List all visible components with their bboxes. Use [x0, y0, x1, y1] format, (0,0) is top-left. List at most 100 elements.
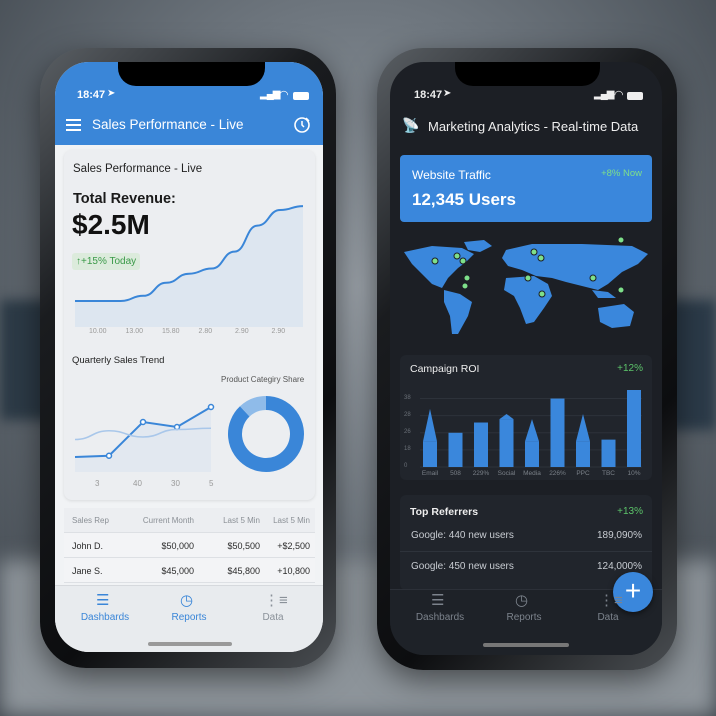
- change-badge: ↑+15% Today: [72, 253, 141, 270]
- roi-bar: [627, 390, 641, 467]
- column-header: Current Month: [142, 516, 194, 525]
- roi-y-tick: 26: [404, 428, 411, 435]
- status-time: 18:47: [414, 89, 443, 101]
- notch: [118, 62, 265, 86]
- table-row[interactable]: John D. $50,000 $50,500 +$2,500: [64, 533, 315, 558]
- roi-x-tick: 508: [450, 470, 461, 477]
- signal-icon: ▂▄▆: [594, 89, 614, 100]
- roi-x-tick: Email: [421, 470, 439, 477]
- plus-icon[interactable]: +: [613, 572, 653, 612]
- quarterly-x-tick: 5: [209, 479, 214, 488]
- hamburger-icon[interactable]: [66, 119, 82, 131]
- revenue-area: [75, 206, 303, 327]
- donut-slice: [228, 396, 304, 472]
- sales-table: Sales Rep Current Month Last 5 Min Last 5 M…: [64, 508, 315, 583]
- revenue-x-tick: 2.90: [235, 328, 249, 335]
- roi-bar: [525, 441, 539, 467]
- roi-y-tick: 0: [404, 463, 408, 469]
- roi-bar: [448, 432, 463, 467]
- roi-y-tick: 28: [404, 411, 411, 418]
- donut-title: Product Categiry Share: [221, 375, 305, 384]
- tab-label: Data: [262, 612, 284, 623]
- tab-label: Dashbards: [415, 612, 465, 623]
- map-africa: [504, 276, 552, 324]
- roi-x-tick: 226%: [549, 470, 566, 477]
- referrer-value: 124,000%: [596, 561, 642, 572]
- roi-bar: [499, 419, 514, 467]
- table-cell: $50,000: [161, 541, 194, 551]
- quarterly-x-tick: 30: [171, 479, 180, 488]
- donut-chart: [228, 396, 304, 472]
- roi-title: Campaign ROI: [410, 363, 480, 375]
- table-cell: $50,500: [227, 541, 260, 551]
- roi-bar-spike: [576, 413, 590, 442]
- referrers-change: +13%: [617, 506, 643, 517]
- roi-x-tick: 10%: [627, 470, 641, 477]
- table-row[interactable]: Jane S. $45,000 $45,800 +10,800: [64, 558, 315, 583]
- revenue-x-tick: 15.80: [162, 328, 180, 335]
- roi-bar: [576, 441, 590, 467]
- roi-bar-chart: [420, 390, 642, 468]
- referrer-label: Google: 440 new users: [411, 530, 514, 541]
- tab-dashbards[interactable]: ☰ Dashbards: [70, 590, 140, 630]
- roi-bar: [550, 398, 565, 467]
- referrer-value: 189,090%: [596, 530, 642, 541]
- signal-icon: ▂▄▆: [260, 89, 280, 100]
- referrer-row[interactable]: Google: 440 new users 189,090%: [400, 522, 652, 552]
- roi-bar-spike: [525, 419, 539, 442]
- roi-x-tick: PPC: [576, 470, 590, 477]
- traffic-card[interactable]: [400, 155, 652, 222]
- quarterly-title: Quarterly Sales Trend: [72, 355, 165, 366]
- revenue-line: [74, 205, 304, 302]
- table-cell: +$2,500: [277, 541, 310, 551]
- traffic-change: +8% Now: [601, 168, 642, 179]
- left-phone-screen: 18:47 ➤ ▂▄▆ ◠ Sales Performance - Live S…: [55, 62, 323, 652]
- stopwatch-icon[interactable]: [294, 116, 312, 134]
- donut-slice: [239, 396, 267, 417]
- table-cell: $45,800: [227, 566, 260, 576]
- map-greenland: [464, 240, 492, 252]
- world-map: [404, 236, 648, 334]
- wifi-icon: ◠: [279, 89, 289, 101]
- roi-bar-spike: [423, 408, 437, 442]
- data-list-icon: ⋮≡: [264, 592, 288, 609]
- table-cell: $45,000: [161, 566, 194, 576]
- revenue-x-tick: 10.00: [89, 328, 107, 335]
- column-header: Last 5 Min: [273, 516, 310, 525]
- revenue-chart: [74, 205, 304, 327]
- revenue-x-tick: 2.80: [198, 328, 213, 335]
- tab-label: Reports: [506, 612, 542, 623]
- home-indicator: [483, 643, 569, 647]
- tab-reports[interactable]: ◷ Reports: [154, 590, 224, 630]
- roi-bar-spike: [499, 413, 514, 420]
- status-time: 18:47: [77, 89, 106, 101]
- battery-icon: [627, 92, 643, 100]
- roi-bar: [474, 422, 488, 467]
- satellite-dish-icon: 📡: [402, 117, 420, 133]
- roi-x-tick: Social: [497, 470, 516, 477]
- map-north-america: [404, 246, 474, 288]
- referrer-label: Google: 450 new users: [411, 561, 514, 572]
- map-markers: [431, 236, 625, 298]
- quarterly-x-tick: 40: [133, 479, 142, 488]
- location-icon: ➤: [107, 88, 116, 99]
- map-australia: [598, 304, 634, 328]
- tab-dashbards[interactable]: ☰ Dashbards: [405, 590, 475, 630]
- referrers-title: Top Referrers: [410, 506, 479, 518]
- right-phone-screen: 18:47 ➤ ▂▄▆ ◠ 📡 Marketing Analytics - Re…: [390, 62, 662, 655]
- tab-reports[interactable]: ◷ Reports: [489, 590, 559, 630]
- quarterly-chart: [74, 403, 215, 472]
- tab-data[interactable]: ⋮≡ Data: [573, 590, 643, 630]
- map-south-america: [444, 290, 472, 334]
- quarterly-area: [75, 407, 211, 472]
- wifi-icon: ◠: [614, 89, 624, 101]
- map-eurasia: [502, 244, 648, 290]
- referrer-row[interactable]: Google: 450 new users 124,000%: [400, 553, 652, 583]
- tab-data[interactable]: ⋮≡ Data: [238, 590, 308, 630]
- home-indicator: [148, 642, 232, 646]
- revenue-x-tick: 2.90: [271, 328, 286, 335]
- tab-bar: [55, 585, 323, 652]
- roi-x-tick: TBC: [602, 470, 615, 477]
- table-cell: John D.: [72, 541, 104, 551]
- table-header: Sales Rep Current Month Last 5 Min Last 5 M…: [64, 508, 315, 533]
